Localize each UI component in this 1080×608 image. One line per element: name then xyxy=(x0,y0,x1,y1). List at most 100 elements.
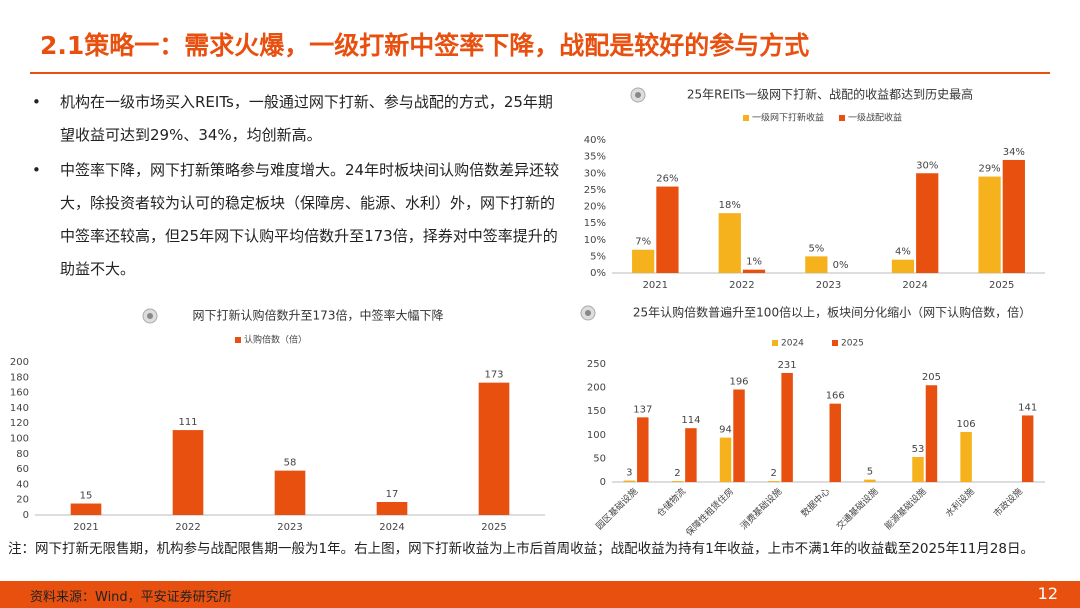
y-tick-label: 30% xyxy=(584,168,606,179)
x-tick-label: 2024 xyxy=(379,522,404,533)
x-tick-label: 2023 xyxy=(816,280,841,291)
bar xyxy=(719,437,732,482)
source: 资料来源：Wind，平安证券研究所 xyxy=(30,590,232,605)
legend-label: 2025 xyxy=(841,339,864,349)
x-tick-label: 2025 xyxy=(481,522,506,533)
value-label: 29% xyxy=(978,164,1000,175)
value-label: 2 xyxy=(770,468,776,479)
x-tick-label: 2024 xyxy=(902,280,927,291)
y-tick-label: 100 xyxy=(587,430,606,441)
y-tick-label: 200 xyxy=(10,357,29,368)
y-tick-label: 180 xyxy=(10,372,29,383)
bar xyxy=(805,256,828,273)
value-label: 196 xyxy=(729,376,748,387)
x-tick-label: 交通基础设施 xyxy=(834,485,881,532)
value-label: 15 xyxy=(80,491,93,502)
x-tick-label: 仓储物流 xyxy=(654,485,688,519)
value-label: 18% xyxy=(719,200,741,211)
x-tick-label: 2021 xyxy=(73,522,98,533)
value-label: 26% xyxy=(656,174,678,185)
slide-title: 2.1策略一：需求火爆，一级打新中签率下降，战配是较好的参与方式 xyxy=(40,31,810,60)
value-label: 30% xyxy=(916,160,938,171)
x-tick-label: 消费基础设施 xyxy=(738,485,785,532)
bar xyxy=(781,372,793,482)
chart-title: 25年认购倍数普遍升至100倍以上，板块间分化缩小（网下认购倍数，倍） xyxy=(633,305,1031,320)
value-label: 5 xyxy=(867,467,873,478)
value-label: 231 xyxy=(778,360,797,371)
charts: 25年REITs一级网下打新、战配的收益都达到历史最高0%5%10%15%20%… xyxy=(10,87,1045,538)
value-label: 5% xyxy=(808,243,824,254)
page-number: 12 xyxy=(1037,584,1058,603)
value-label: 7% xyxy=(635,237,651,248)
bar xyxy=(978,176,1001,273)
bar xyxy=(637,417,649,482)
y-tick-label: 60 xyxy=(16,464,29,475)
value-label: 166 xyxy=(826,391,845,402)
bar xyxy=(1021,415,1034,482)
bar xyxy=(916,173,939,273)
bar xyxy=(742,269,766,273)
title-icon xyxy=(585,310,591,316)
value-label: 34% xyxy=(1003,147,1025,158)
value-label: 137 xyxy=(633,404,652,415)
bar xyxy=(623,480,636,482)
y-tick-label: 40 xyxy=(16,479,29,490)
y-tick-label: 20 xyxy=(16,495,29,506)
x-tick-label: 2025 xyxy=(989,280,1014,291)
y-tick-label: 0% xyxy=(590,268,606,279)
value-label: 111 xyxy=(178,417,197,428)
y-tick-label: 35% xyxy=(584,152,606,163)
value-label: 0% xyxy=(833,260,849,271)
y-tick-label: 140 xyxy=(10,403,29,414)
x-tick-label: 2021 xyxy=(643,280,668,291)
value-label: 2 xyxy=(674,468,680,479)
title-icon xyxy=(635,92,641,98)
y-tick-label: 100 xyxy=(10,434,29,445)
bar xyxy=(767,481,780,482)
legend-label: 认购倍数（倍） xyxy=(244,334,307,346)
y-tick-label: 120 xyxy=(10,418,29,429)
bar xyxy=(656,186,679,273)
y-tick-label: 20% xyxy=(584,202,606,213)
legend-label: 一级网下打新收益 xyxy=(752,112,824,124)
bar xyxy=(733,389,745,482)
value-label: 173 xyxy=(484,370,503,381)
legend-label: 2024 xyxy=(781,339,804,349)
bar xyxy=(829,403,841,482)
y-tick-label: 200 xyxy=(587,383,606,394)
value-label: 4% xyxy=(895,247,911,258)
y-tick-label: 0 xyxy=(600,477,606,488)
bullet: 中签率下降，网下打新策略参与难度增大。24年时板块间认购倍数差异还较大，除投资者… xyxy=(30,154,560,286)
x-tick-label: 水利设施 xyxy=(943,485,977,519)
bar xyxy=(671,481,684,482)
y-tick-label: 250 xyxy=(587,359,606,370)
y-tick-label: 50 xyxy=(593,453,606,464)
title-rule xyxy=(30,72,1050,74)
x-tick-label: 数据中心 xyxy=(798,485,832,519)
y-tick-label: 15% xyxy=(584,218,606,229)
y-tick-label: 80 xyxy=(16,449,29,460)
bullet: 机构在一级市场买入REITs，一般通过网下打新、参与战配的方式，25年期望收益可… xyxy=(30,86,560,152)
bar xyxy=(960,431,972,482)
bar xyxy=(685,428,697,482)
legend-swatch xyxy=(772,340,778,346)
bar xyxy=(632,249,655,273)
bar xyxy=(891,259,915,273)
legend-label: 一级战配收益 xyxy=(848,112,902,124)
value-label: 141 xyxy=(1018,402,1037,413)
value-label: 205 xyxy=(922,372,941,383)
bar xyxy=(274,470,306,515)
legend-swatch xyxy=(235,337,241,343)
value-label: 53 xyxy=(912,444,925,455)
bar xyxy=(172,430,204,515)
x-tick-label: 2023 xyxy=(277,522,302,533)
footer-bar xyxy=(0,581,1080,608)
bar xyxy=(478,382,510,515)
title-icon xyxy=(147,313,153,319)
value-label: 1% xyxy=(746,257,762,268)
y-tick-label: 40% xyxy=(584,135,606,146)
bar xyxy=(1002,159,1025,273)
y-tick-label: 10% xyxy=(584,235,606,246)
value-label: 94 xyxy=(719,425,732,436)
